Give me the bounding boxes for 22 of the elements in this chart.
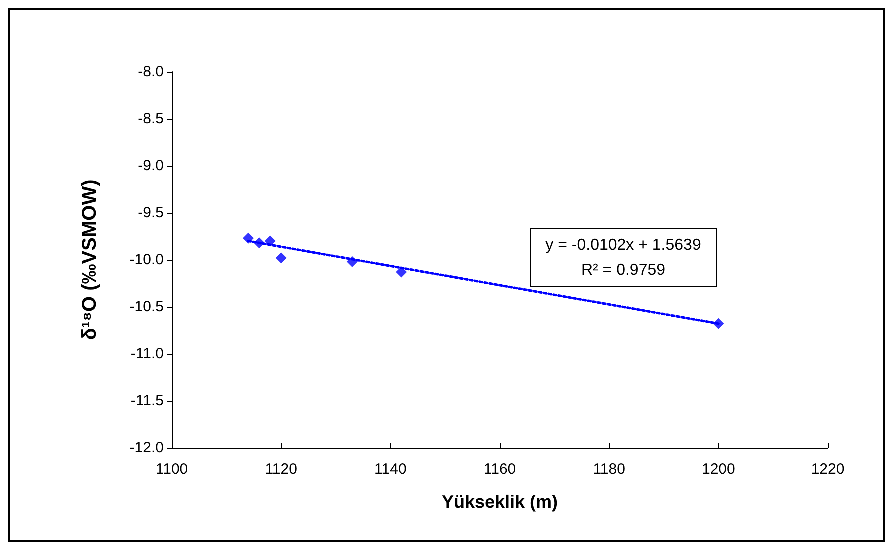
x-tick-label: 1140 xyxy=(374,461,407,478)
y-tick-label: -11.0 xyxy=(130,346,164,362)
x-tick-label: 1180 xyxy=(593,461,626,478)
point xyxy=(276,252,287,264)
annotation: R² = 0.9759 xyxy=(581,262,666,279)
y-tick-label: -11.5 xyxy=(130,392,164,410)
x-tick-label: 1160 xyxy=(484,461,516,478)
y-tick-label: -8.0 xyxy=(138,64,164,80)
annotation: y = -0.0102x + 1.5639 xyxy=(546,237,702,254)
x-tick-label: 1100 xyxy=(156,461,188,478)
y-tick-label: -10.5 xyxy=(130,298,164,316)
y-tick-label: -9.0 xyxy=(138,158,164,174)
x-tick-label: 1220 xyxy=(811,461,845,478)
x-tick-label: 1120 xyxy=(265,461,298,478)
y-axis-title: δ¹⁸O (‰VSMOW) xyxy=(79,180,101,340)
y-tick-label: -8.5 xyxy=(138,110,164,128)
y-tick-label: -9.5 xyxy=(138,204,164,222)
y-tick-label: -12.0 xyxy=(130,440,164,456)
y-tick-label: -10.0 xyxy=(130,252,164,268)
point xyxy=(396,266,408,278)
x-axis-title: Yükseklik (m) xyxy=(442,492,558,512)
x-tick-label: 1200 xyxy=(702,461,736,478)
